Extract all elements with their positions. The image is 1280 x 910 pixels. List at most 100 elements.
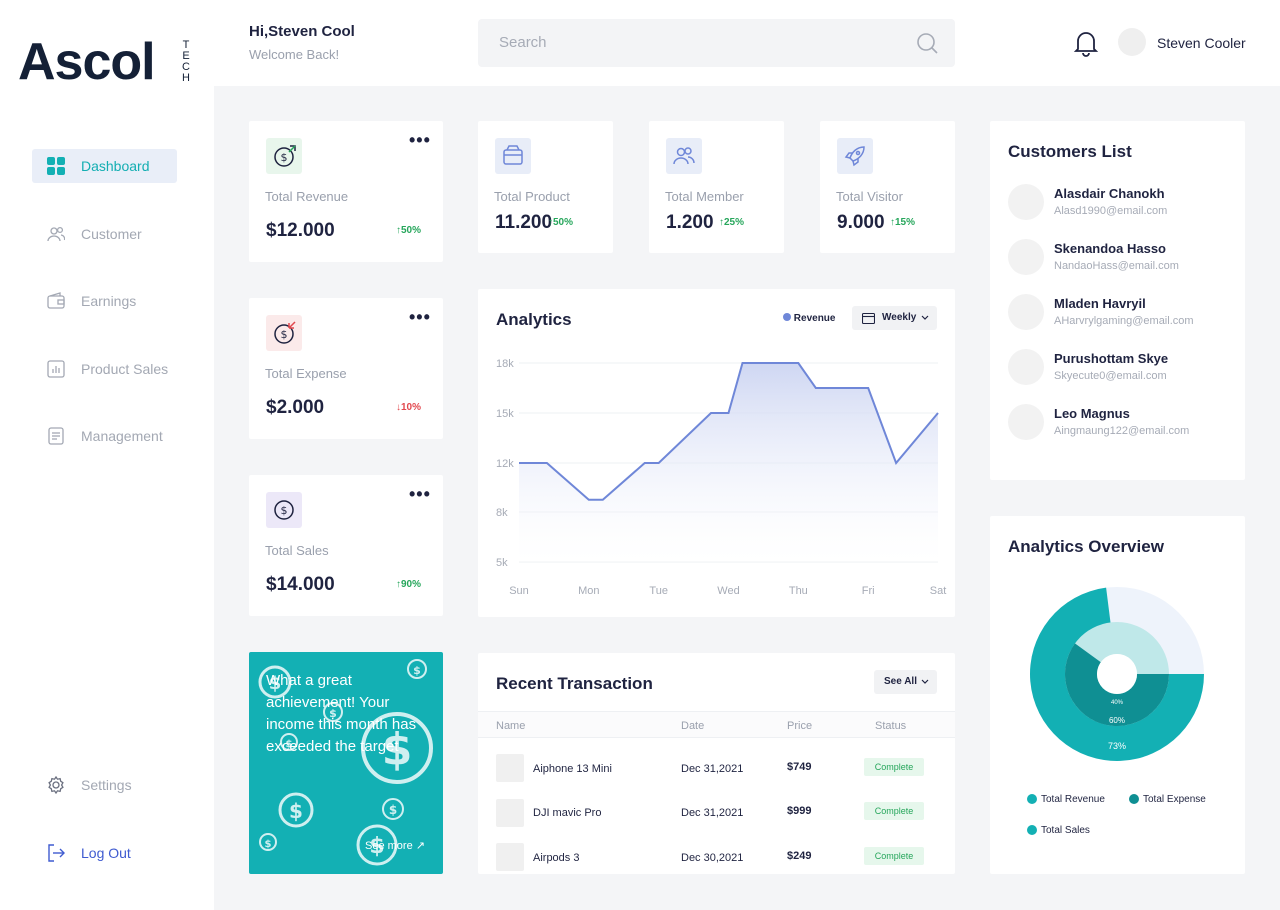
- legend-dot: [1027, 794, 1037, 804]
- legend-dot: [783, 313, 791, 321]
- sidebar-item-earnings[interactable]: Earnings: [32, 284, 177, 318]
- see-all-button[interactable]: See All: [874, 670, 937, 694]
- revenue-line[interactable]: [519, 362, 939, 501]
- status-badge: Complete: [864, 847, 924, 865]
- sidebar-item-product-sales[interactable]: Product Sales: [32, 352, 177, 386]
- revenue-chart: 18k 15k 12k 8k 5k Sun Mon Tue Wed Thu Fri Sat: [496, 358, 946, 597]
- transaction-date: Dec 31,2021: [681, 807, 744, 819]
- sidebar-item-settings[interactable]: Settings: [32, 768, 177, 802]
- sidebar-item-logout[interactable]: Log Out: [32, 836, 177, 870]
- legend-label: Revenue: [793, 313, 836, 324]
- avatar[interactable]: [1118, 28, 1146, 56]
- customer-email: Alasd1990@email.com: [1054, 205, 1168, 217]
- column-header-name: Name: [496, 720, 526, 732]
- legend-item: Total Revenue: [1027, 794, 1105, 805]
- chevron-down-icon: [921, 315, 929, 320]
- legend-label: Total Sales: [1041, 825, 1090, 836]
- users-icon: [47, 226, 65, 242]
- stat-label: Total Expense: [265, 366, 347, 381]
- customers-title: Customers List: [1008, 142, 1132, 161]
- stat-change: ↑50%: [548, 217, 574, 228]
- avatar: [1008, 184, 1044, 220]
- avatar: [1008, 294, 1044, 330]
- sidebar-item-management[interactable]: Management: [32, 419, 177, 453]
- transaction-date: Dec 30,2021: [681, 852, 744, 864]
- stat-label: Total Sales: [265, 543, 329, 558]
- sidebar-item-dashboard[interactable]: Dashboard: [32, 149, 177, 183]
- analytics-title: Analytics: [496, 310, 572, 329]
- more-options-icon[interactable]: •••: [409, 130, 431, 150]
- logo-letter: T: [182, 39, 190, 51]
- overview-chart: 73% 60% 40%: [1030, 587, 1204, 761]
- x-tick-label: Wed: [717, 585, 739, 597]
- transaction-date: Dec 31,2021: [681, 763, 744, 775]
- customer-name: Alasdair Chanokh: [1054, 186, 1165, 201]
- greeting-subtitle: Welcome Back!: [249, 47, 340, 62]
- y-tick-label: 18k: [496, 358, 514, 370]
- y-tick-label: 5k: [496, 557, 508, 569]
- search-bar[interactable]: Search: [478, 19, 955, 67]
- svg-text:$: $: [281, 151, 288, 164]
- logo-letter: H: [182, 72, 190, 84]
- overview-card: Analytics Overview 73% 60% 40% Total Reven…: [990, 516, 1245, 874]
- see-all-label: See All: [884, 676, 917, 687]
- sidebar-item-label: Product Sales: [81, 361, 169, 377]
- stat-value: 11.200: [495, 212, 553, 233]
- transaction-price: $249: [787, 850, 812, 862]
- legend-label: Total Revenue: [1041, 794, 1105, 805]
- members-icon: [666, 138, 702, 174]
- stat-value: $14.000: [266, 574, 335, 595]
- logo[interactable]: Ascol: [18, 33, 156, 91]
- svg-text:$: $: [329, 707, 337, 720]
- customer-email: Skyecute0@email.com: [1054, 370, 1167, 382]
- period-dropdown[interactable]: Weekly: [852, 306, 937, 330]
- transactions-title: Recent Transaction: [496, 674, 653, 693]
- ring-percent-label: 40%: [1111, 700, 1124, 706]
- more-options-icon[interactable]: •••: [409, 484, 431, 504]
- sidebar-item-label: Dashboard: [81, 158, 150, 174]
- avatar: [1008, 404, 1044, 440]
- dollar-coins-decoration-icon: $ $ $ $ $ $ $ $ $: [258, 659, 433, 866]
- analytics-card: Analytics Revenue Weekly 18k 15k 12k 8k 5k Su…: [478, 289, 955, 617]
- expense-icon: $: [266, 315, 302, 351]
- more-options-icon[interactable]: •••: [409, 307, 431, 327]
- search-icon[interactable]: [915, 31, 939, 55]
- legend-dot: [1129, 794, 1139, 804]
- product-thumbnail: [496, 843, 524, 871]
- user-name[interactable]: Steven Cooler: [1157, 35, 1246, 51]
- stat-label: Total Revenue: [265, 189, 349, 204]
- stat-card-product: Total Product 11.200 ↑50%: [478, 121, 613, 253]
- stat-card-expense: $ ••• Total Expense $2.000 ↓10%: [249, 298, 443, 439]
- stat-change: ↑90%: [396, 579, 422, 590]
- customer-name: Mladen Havryil: [1054, 296, 1146, 311]
- x-tick-label: Tue: [649, 585, 668, 597]
- product-thumbnail: [496, 754, 524, 782]
- svg-text:$: $: [265, 839, 272, 850]
- chart-legend: Revenue: [783, 313, 835, 324]
- transaction-price: $999: [787, 805, 812, 817]
- stat-card-visitor: Total Visitor 9.000 ↑15%: [820, 121, 955, 253]
- x-tick-label: Mon: [578, 585, 599, 597]
- status-badge: Complete: [864, 758, 924, 776]
- search-input[interactable]: Search: [499, 34, 547, 51]
- sidebar-item-label: Customer: [81, 226, 142, 242]
- sidebar-item-customer[interactable]: Customer: [32, 217, 177, 251]
- bell-icon[interactable]: [1073, 28, 1099, 58]
- avatar: [1008, 239, 1044, 275]
- sidebar-item-label: Earnings: [81, 293, 137, 309]
- svg-text:$: $: [389, 803, 397, 817]
- legend-item: Total Expense: [1129, 794, 1206, 805]
- sidebar-item-label: Management: [81, 428, 163, 444]
- see-more-link[interactable]: See more ↗: [365, 840, 425, 852]
- transaction-price: $749: [787, 761, 812, 773]
- y-tick-label: 8k: [496, 507, 508, 519]
- table-header: [478, 711, 955, 738]
- x-tick-label: Fri: [862, 585, 875, 597]
- revenue-area: [519, 363, 938, 562]
- avatar: [1008, 349, 1044, 385]
- svg-text:$: $: [281, 328, 288, 341]
- svg-text:$: $: [289, 799, 303, 823]
- overview-title: Analytics Overview: [1008, 537, 1164, 556]
- box-icon: [495, 138, 531, 174]
- stat-value: $2.000: [266, 397, 325, 418]
